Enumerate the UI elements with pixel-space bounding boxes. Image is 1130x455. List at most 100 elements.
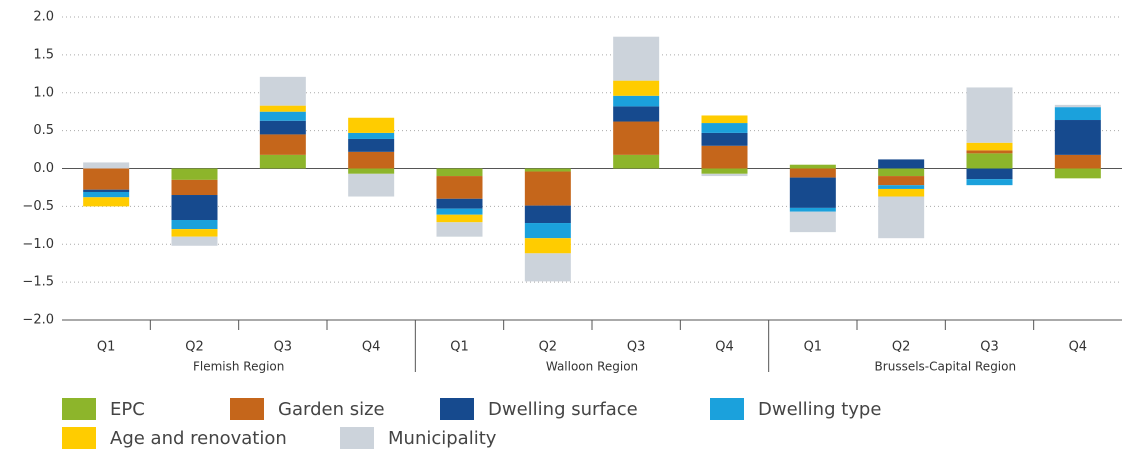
bar-segment [259,154,306,169]
bar-segment [613,80,660,96]
bar-segment [436,168,483,177]
x-tick-label: Q2 [892,340,911,355]
bar-segment [789,168,836,178]
bar-segment [524,171,571,206]
bar-segment [171,236,218,246]
bar-segment [878,185,925,189]
bar-segment [878,188,925,197]
bar-segment [348,151,395,169]
y-tick-label: −0.5 [22,199,54,214]
y-tick-label: −1.0 [22,237,54,252]
bar-segment [701,145,748,169]
x-tick-label: Q1 [97,340,116,355]
bar-segment [171,168,218,180]
bar-segment [348,117,395,133]
x-tick-label: Q3 [980,340,999,355]
legend-label: EPC [110,399,145,420]
legend-swatch [62,398,96,420]
bar-segment [1054,154,1101,169]
x-tick-label: Q2 [185,340,204,355]
bar-segment [613,95,660,107]
legend-swatch [710,398,744,420]
bar-segment [878,196,925,239]
x-tick-label: Q1 [804,340,823,355]
y-tick-label: 1.0 [33,85,54,100]
group-label: Flemish Region [193,360,284,374]
bar-segment [259,120,306,135]
y-tick-label: 2.0 [33,10,54,25]
bar-segment [878,176,925,186]
legend-label: Age and renovation [110,428,287,449]
bar-segment [701,173,748,177]
legend-swatch [340,427,374,449]
legend-label: Municipality [388,428,497,449]
bar-segment [171,195,218,221]
bar-segment [524,223,571,239]
bar-segment [83,197,130,207]
bar-segment [436,208,483,215]
group-label: Brussels-Capital Region [875,360,1017,374]
group-label: Walloon Region [546,360,638,374]
bar-segment [613,154,660,169]
x-tick-label: Q3 [274,340,293,355]
x-tick-label: Q1 [450,340,469,355]
x-tick-label: Q3 [627,340,646,355]
bar-segment [348,168,395,174]
bar-segment [966,168,1013,180]
bar-segment [878,168,925,177]
bar-segment [878,159,925,169]
bar-segment [171,229,218,237]
bar-segment [524,253,571,282]
y-tick-label: 0.5 [33,123,54,138]
bar-segment [171,220,218,230]
bar-segment [1054,120,1101,155]
bar-segment [966,87,1013,143]
y-tick-label: 0.0 [33,161,54,176]
bar-segment [613,121,660,155]
bar-segment [524,168,571,172]
bar-segment [348,173,395,197]
bar-segment [613,36,660,81]
bar-segment [171,179,218,196]
bar-segment [436,176,483,199]
bar-segment [613,106,660,122]
bar-segment [436,222,483,237]
bar-segment [701,115,748,124]
bar-segment [259,111,306,121]
bar-segment [789,164,836,169]
legend-swatch [230,398,264,420]
bar-segment [966,142,1013,151]
bar-segment [83,168,130,190]
bar-segment [259,134,306,155]
bar-segment [348,132,395,139]
bar-segment [348,138,395,152]
y-tick-label: 1.5 [33,47,54,62]
legend-label: Dwelling surface [488,399,638,420]
bar-segment [1054,107,1101,121]
bar-segment [789,177,836,208]
bar-segment [966,179,1013,186]
bar-segment [966,150,1013,154]
bar-segment [1054,104,1101,108]
y-tick-label: −1.5 [22,275,54,290]
legend-swatch [62,427,96,449]
legend-label: Dwelling type [758,399,881,420]
bar-segment [1054,168,1101,179]
bar-segment [966,153,1013,169]
legend-label: Garden size [278,399,385,420]
y-tick-label: −2.0 [22,313,54,328]
bar-segment [83,189,130,192]
legend-swatch [440,398,474,420]
bar-segment [259,105,306,112]
bar-segment [524,205,571,224]
bar-segment [83,162,130,169]
bar-segment [701,132,748,146]
x-tick-label: Q4 [1069,340,1088,355]
x-tick-label: Q4 [715,340,734,355]
x-tick-label: Q2 [539,340,558,355]
bar-segment [701,123,748,133]
bar-segment [701,168,748,174]
bar-segment [259,76,306,106]
x-tick-label: Q4 [362,340,381,355]
